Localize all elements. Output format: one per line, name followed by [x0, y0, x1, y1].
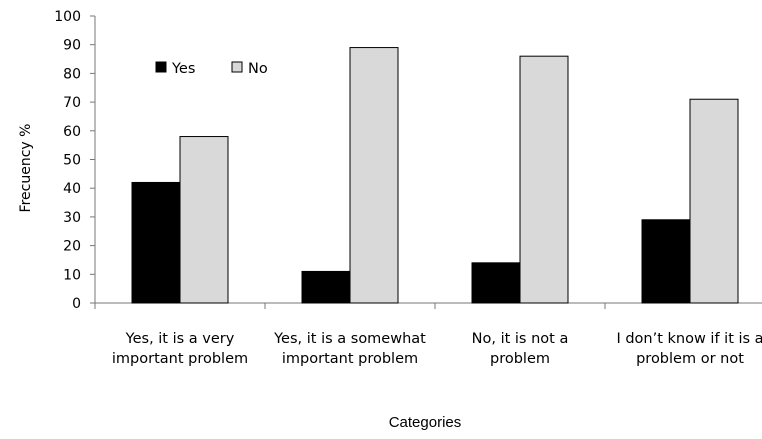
x-tick-label: Yes, it is a somewhat: [273, 331, 426, 347]
legend-label-yes: Yes: [171, 61, 195, 77]
x-axis-label: Categories: [389, 414, 462, 431]
x-tick-label: Yes, it is a very: [125, 331, 235, 347]
y-tick-label: 100: [54, 9, 81, 25]
y-axis-label: Frecuency %: [18, 124, 34, 213]
x-tick-label: important problem: [282, 351, 418, 367]
y-tick-label: 90: [63, 38, 81, 54]
bar-yes: [131, 181, 181, 304]
y-tick-label: 40: [63, 181, 81, 197]
bar-no: [179, 136, 229, 304]
x-tick-label: problem or not: [636, 351, 744, 367]
bar-yes: [301, 270, 351, 304]
bar-no: [349, 47, 399, 304]
x-tick-label: important problem: [112, 351, 248, 367]
y-tick-label: 70: [63, 95, 81, 111]
bar-yes: [471, 262, 521, 304]
y-tick-label: 50: [63, 153, 81, 169]
legend-swatch-no: [231, 61, 243, 73]
bar-no: [519, 55, 569, 304]
y-tick-label: 0: [72, 296, 81, 312]
x-tick-label: I don’t know if it is a: [616, 331, 762, 347]
y-tick-label: 20: [63, 239, 81, 255]
x-tick-label: problem: [490, 351, 550, 367]
legend-label-no: No: [248, 61, 268, 77]
y-tick-label: 10: [63, 267, 81, 283]
y-tick-label: 30: [63, 210, 81, 226]
bar-yes: [641, 219, 691, 304]
x-tick-label: No, it is not a: [472, 331, 569, 347]
y-tick-label: 60: [63, 124, 81, 140]
bar-no: [689, 98, 739, 304]
y-tick-label: 80: [63, 66, 81, 82]
legend-swatch-yes: [155, 61, 167, 73]
